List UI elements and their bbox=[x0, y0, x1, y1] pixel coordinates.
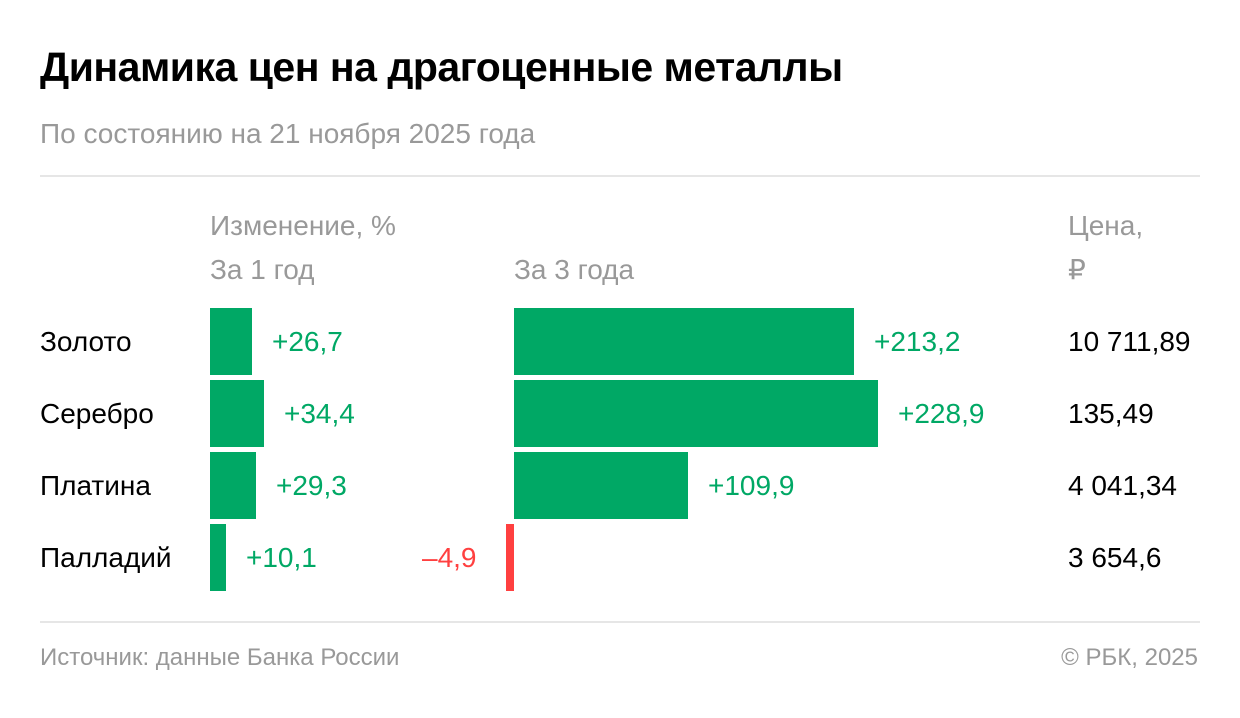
bar-3y-negative bbox=[506, 524, 514, 591]
value-1y: +26,7 bbox=[272, 326, 343, 357]
table-row-palladium: Палладий +10,1 –4,9 3 654,6 bbox=[0, 524, 1240, 591]
change-header: Изменение, % bbox=[210, 210, 396, 241]
copyright: © РБК, 2025 bbox=[1061, 644, 1198, 671]
bar-1y bbox=[210, 308, 252, 375]
value-1y: +10,1 bbox=[246, 542, 317, 573]
bar-3y bbox=[514, 380, 878, 447]
value-1y: +29,3 bbox=[276, 470, 347, 501]
price-value: 4 041,34 bbox=[1068, 470, 1177, 501]
value-3y: +213,2 bbox=[874, 326, 961, 357]
three-year-header: За 3 года bbox=[514, 254, 635, 285]
chart-subtitle: По состоянию на 21 ноября 2025 года bbox=[40, 118, 536, 149]
metal-label: Золото bbox=[40, 326, 132, 357]
price-header: Цена, bbox=[1068, 210, 1144, 241]
value-3y: +109,9 bbox=[708, 470, 795, 501]
chart-title: Динамика цен на драгоценные металлы bbox=[40, 44, 843, 90]
table-row-platinum: Платина +29,3 +109,9 4 041,34 bbox=[0, 452, 1240, 519]
value-1y: +34,4 bbox=[284, 398, 355, 429]
table-row-gold: Золото +26,7 +213,2 10 711,89 bbox=[0, 308, 1240, 375]
metal-label: Платина bbox=[40, 470, 151, 501]
price-value: 135,49 bbox=[1068, 398, 1154, 429]
one-year-header: За 1 год bbox=[210, 254, 315, 285]
source-note: Источник: данные Банка России bbox=[40, 644, 400, 671]
ruble-icon: ₽ bbox=[1068, 254, 1086, 285]
bar-1y bbox=[210, 452, 256, 519]
value-3y: +228,9 bbox=[898, 398, 985, 429]
value-3y: –4,9 bbox=[422, 542, 477, 573]
price-value: 10 711,89 bbox=[1068, 326, 1191, 357]
bar-3y bbox=[514, 308, 854, 375]
bottom-divider bbox=[40, 621, 1200, 623]
bar-1y bbox=[210, 380, 264, 447]
bar-1y bbox=[210, 524, 226, 591]
metal-label: Серебро bbox=[40, 398, 154, 429]
table-row-silver: Серебро +34,4 +228,9 135,49 bbox=[0, 380, 1240, 447]
metal-label: Палладий bbox=[40, 542, 172, 573]
bar-3y bbox=[514, 452, 688, 519]
top-divider bbox=[40, 175, 1200, 177]
price-value: 3 654,6 bbox=[1068, 542, 1162, 573]
